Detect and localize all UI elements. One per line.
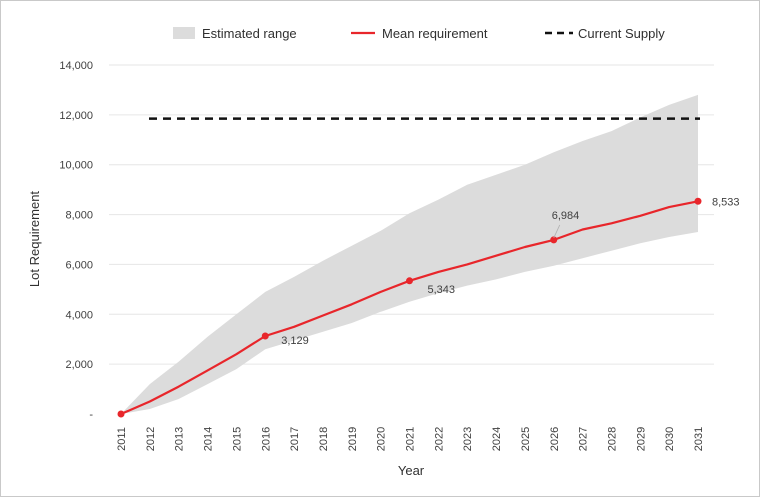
x-tick-label: 2015 [231, 427, 243, 451]
x-tick-label: 2029 [635, 427, 647, 451]
data-label-2021: 5,343 [428, 284, 456, 296]
x-tick-label: 2021 [405, 427, 417, 451]
data-point-2021 [406, 277, 413, 285]
y-tick-label: 8,000 [65, 210, 93, 222]
x-tick-label: 2011 [116, 427, 128, 451]
x-tick-label: 2014 [203, 427, 215, 451]
x-tick-label: 2023 [462, 427, 474, 451]
data-label-2031: 8,533 [712, 196, 740, 208]
y-tick-label: - [89, 409, 93, 421]
x-tick-label: 2018 [318, 427, 330, 451]
x-tick-label: 2020 [376, 427, 388, 451]
x-tick-label: 2016 [260, 427, 272, 451]
x-tick-label: 2025 [520, 427, 532, 451]
y-tick-label: 2,000 [65, 359, 93, 371]
data-label-2026: 6,984 [552, 210, 580, 222]
y-axis-title: Lot Requirement [27, 191, 42, 287]
x-tick-label: 2030 [664, 427, 676, 451]
x-tick-label: 2024 [491, 427, 503, 451]
data-point-2016 [261, 332, 269, 340]
data-label-2016: 3,129 [281, 335, 309, 347]
data-point-2011 [117, 410, 125, 418]
y-tick-label: 6,000 [65, 259, 93, 271]
y-tick-label: 14,000 [59, 60, 93, 72]
x-tick-label: 2028 [606, 427, 618, 451]
x-tick-label: 2012 [145, 427, 157, 451]
x-tick-label: 2031 [693, 427, 705, 451]
x-tick-label: 2026 [549, 427, 561, 451]
legend-label-mean-requirement: Mean requirement [382, 26, 488, 41]
data-point-2026 [550, 236, 558, 244]
y-tick-label: 12,000 [59, 110, 93, 122]
annotation-leader [553, 224, 561, 239]
x-tick-label: 2022 [433, 427, 445, 451]
y-tick-label: 10,000 [59, 160, 93, 172]
estimated-range-band [121, 94, 698, 415]
legend-label-current-supply: Current Supply [578, 26, 665, 41]
legend-label-estimated-range: Estimated range [202, 26, 297, 41]
x-tick-label: 2013 [174, 427, 186, 451]
x-tick-label: 2019 [347, 427, 359, 451]
legend-swatch-estimated-range [173, 27, 195, 39]
x-tick-label: 2017 [289, 427, 301, 451]
x-tick-label: 2027 [578, 427, 590, 451]
data-point-2031 [694, 197, 702, 205]
x-axis-title: Year [398, 463, 425, 478]
y-tick-label: 4,000 [65, 309, 93, 321]
